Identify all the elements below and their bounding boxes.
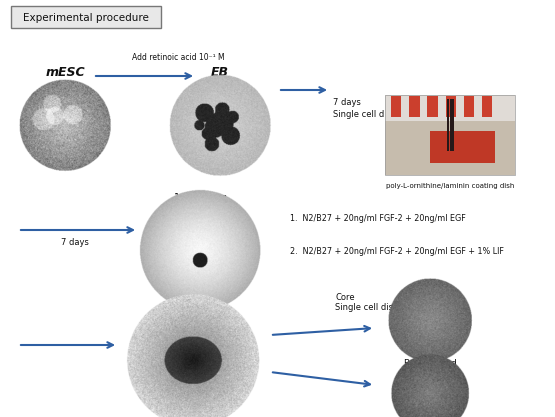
- Text: 7 days: 7 days: [61, 238, 89, 247]
- Text: Add retinoic acid 10⁻¹ M: Add retinoic acid 10⁻¹ M: [132, 53, 224, 61]
- Text: 1.  N2/B27 + 20ng/ml FGF-2 + 20ng/ml EGF: 1. N2/B27 + 20ng/ml FGF-2 + 20ng/ml EGF: [290, 214, 466, 223]
- FancyBboxPatch shape: [11, 6, 161, 28]
- Text: 1st Picking: 1st Picking: [174, 193, 226, 203]
- Text: Background: Background: [403, 359, 457, 367]
- Text: mESC: mESC: [45, 65, 85, 78]
- Text: Single cell dissociation: Single cell dissociation: [333, 110, 429, 119]
- Text: Experimental procedure: Experimental procedure: [23, 13, 149, 23]
- Text: EB: EB: [211, 65, 229, 78]
- Text: poly-L-ornithine/laminin coating dish: poly-L-ornithine/laminin coating dish: [386, 183, 514, 189]
- Text: Core: Core: [335, 294, 355, 302]
- Text: 7 days: 7 days: [333, 98, 361, 107]
- Text: 2nd Picking: 2nd Picking: [167, 300, 223, 310]
- Text: 2.  N2/B27 + 20ng/ml FGF-2 + 20ng/ml EGF + 1% LIF: 2. N2/B27 + 20ng/ml FGF-2 + 20ng/ml EGF …: [290, 248, 504, 256]
- Text: Single cell dissociation: Single cell dissociation: [335, 304, 431, 312]
